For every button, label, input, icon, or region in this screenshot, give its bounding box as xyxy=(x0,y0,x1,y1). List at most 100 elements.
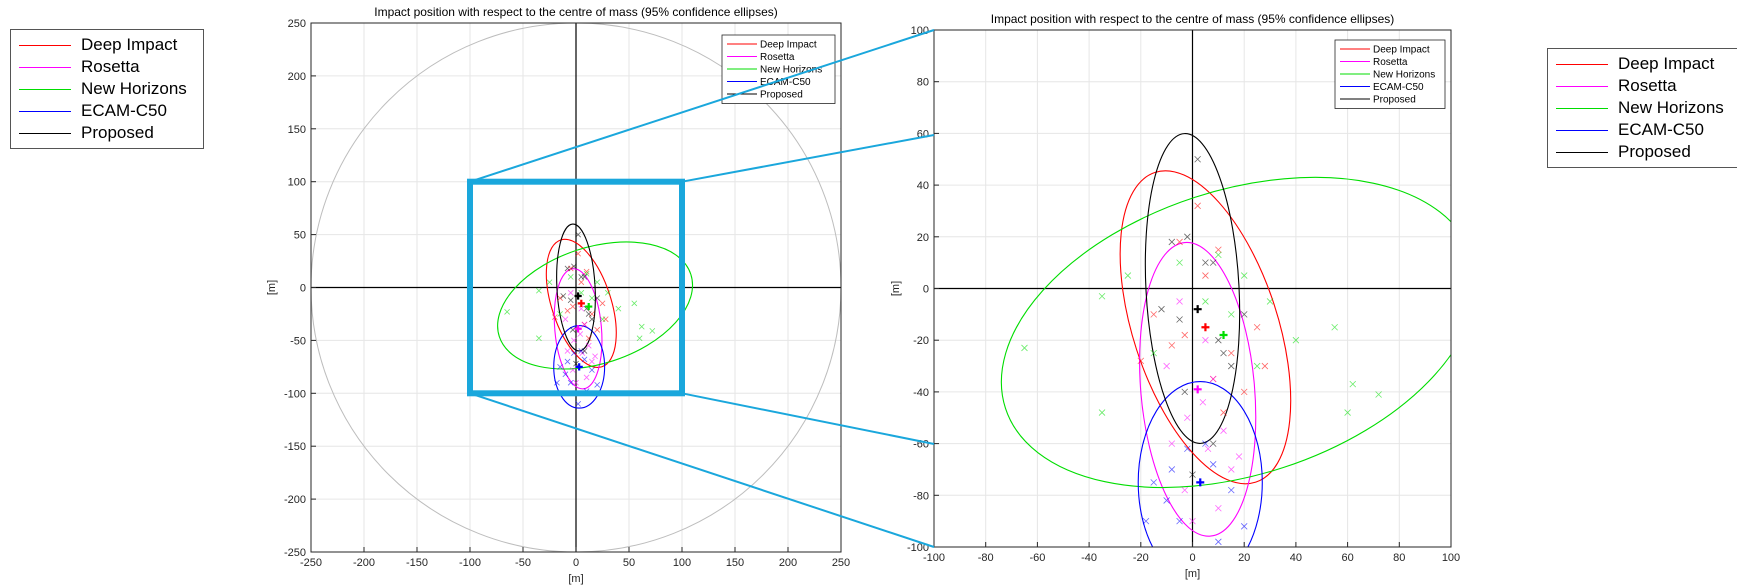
x-tick-label: 80 xyxy=(1393,552,1405,564)
mean-marker xyxy=(1196,478,1205,487)
plot-content xyxy=(934,30,1451,547)
y-tick-label: -150 xyxy=(284,441,306,453)
data-point xyxy=(1137,357,1145,365)
data-point xyxy=(1176,238,1183,246)
inner-legend-label: Proposed xyxy=(1373,95,1416,106)
data-point xyxy=(589,367,595,373)
legend-label: Deep Impact xyxy=(81,35,178,54)
legend-swatch xyxy=(1556,107,1608,109)
legend-right: Deep Impact Rosetta New Horizons ECAM-C50 Pr… xyxy=(1547,48,1737,168)
y-tick-label: 0 xyxy=(923,284,929,296)
chart-left: -250 -200 -150 -100 -50 0 50 100 150 200 250 -250 -2… xyxy=(266,5,850,585)
data-point xyxy=(1098,409,1106,416)
zoom-connectors xyxy=(467,29,935,548)
data-point xyxy=(567,297,574,304)
data-point xyxy=(1220,427,1227,434)
data-point xyxy=(562,316,569,323)
data-point xyxy=(599,300,606,307)
data-point xyxy=(583,270,590,277)
legend-entry: ECAM-C50 xyxy=(1556,119,1730,141)
zoom-connector xyxy=(681,392,935,445)
data-point xyxy=(1240,388,1248,396)
y-tick-label: 50 xyxy=(294,230,306,242)
y-tick-label: 250 xyxy=(288,18,306,30)
data-point xyxy=(1202,336,1209,344)
x-tick-label: -250 xyxy=(300,557,322,569)
data-point xyxy=(1202,440,1209,447)
data-point xyxy=(1150,349,1158,357)
data-point xyxy=(1189,517,1196,525)
confidence-ellipse xyxy=(1144,133,1241,444)
zoom-connector xyxy=(469,29,935,183)
data-point xyxy=(575,400,582,407)
y-tick-label: 20 xyxy=(917,232,929,244)
inner-legend-label: Rosetta xyxy=(1373,57,1408,68)
data-point xyxy=(1215,538,1222,546)
data-point xyxy=(1253,323,1261,331)
mean-marker xyxy=(585,302,593,311)
legend-swatch xyxy=(19,88,71,90)
data-point xyxy=(557,295,563,301)
mean-marker xyxy=(1201,323,1210,332)
data-point xyxy=(1227,466,1235,473)
data-point xyxy=(1158,305,1165,313)
data-point xyxy=(1142,517,1150,525)
x-tick-label: 0 xyxy=(1189,552,1195,564)
data-point xyxy=(1163,497,1170,504)
inner-legend-label: Proposed xyxy=(760,90,803,101)
legend-label: ECAM-C50 xyxy=(1618,120,1704,139)
x-tick-label: 200 xyxy=(779,557,797,569)
x-axis-label: [m] xyxy=(1185,568,1200,580)
data-point xyxy=(564,265,571,272)
x-tick-label: 0 xyxy=(573,557,579,569)
legend-entry: ECAM-C50 xyxy=(19,100,195,122)
data-point xyxy=(573,360,579,367)
legend-label: New Horizons xyxy=(1618,98,1724,117)
data-point xyxy=(594,279,601,286)
data-point xyxy=(1176,298,1183,305)
mean-marker xyxy=(574,292,582,300)
legend-swatch xyxy=(1556,129,1608,131)
data-point xyxy=(583,268,590,275)
y-tick-label: -100 xyxy=(907,542,929,554)
zoom-box xyxy=(467,178,685,397)
legend-label: Proposed xyxy=(1618,142,1691,161)
data-point xyxy=(1021,344,1028,352)
y-tick-label: 100 xyxy=(288,177,306,189)
data-point xyxy=(1168,238,1176,246)
legend-label: New Horizons xyxy=(81,79,187,98)
legend-swatch xyxy=(19,44,71,46)
mean-marker xyxy=(574,325,582,333)
data-point xyxy=(1176,316,1183,323)
mean-marker xyxy=(1219,331,1228,340)
data-point xyxy=(578,279,585,286)
chart-right: -100 -80 -60 -40 -20 0 20 40 60 80 100-100-80-60-4… xyxy=(890,12,1460,580)
data-point xyxy=(1181,388,1189,396)
data-point xyxy=(1227,311,1235,318)
inner-legend-label: New Horizons xyxy=(1373,70,1435,81)
data-point xyxy=(1163,362,1170,370)
data-point xyxy=(1202,298,1209,305)
x-tick-label: 40 xyxy=(1290,552,1302,564)
x-tick-label: -200 xyxy=(353,557,375,569)
data-point xyxy=(1235,453,1243,460)
data-point xyxy=(1168,466,1176,473)
data-point xyxy=(1240,311,1248,318)
data-point xyxy=(1194,202,1201,210)
chart-title: Impact position with respect to the cent… xyxy=(374,5,778,19)
data-point xyxy=(631,300,638,307)
data-point xyxy=(604,289,611,296)
data-point xyxy=(581,348,588,354)
data-point xyxy=(573,379,579,386)
confidence-ellipse xyxy=(556,223,596,352)
x-tick-label: -100 xyxy=(459,557,481,569)
legend-entry: Rosetta xyxy=(19,56,195,78)
data-point xyxy=(562,371,569,378)
y-axis-label: [m] xyxy=(266,280,278,295)
data-point xyxy=(557,311,563,317)
data-point xyxy=(546,279,553,286)
data-point xyxy=(1240,523,1248,530)
plot-content xyxy=(311,23,841,552)
data-point xyxy=(592,353,598,360)
legend-swatch xyxy=(19,132,71,134)
